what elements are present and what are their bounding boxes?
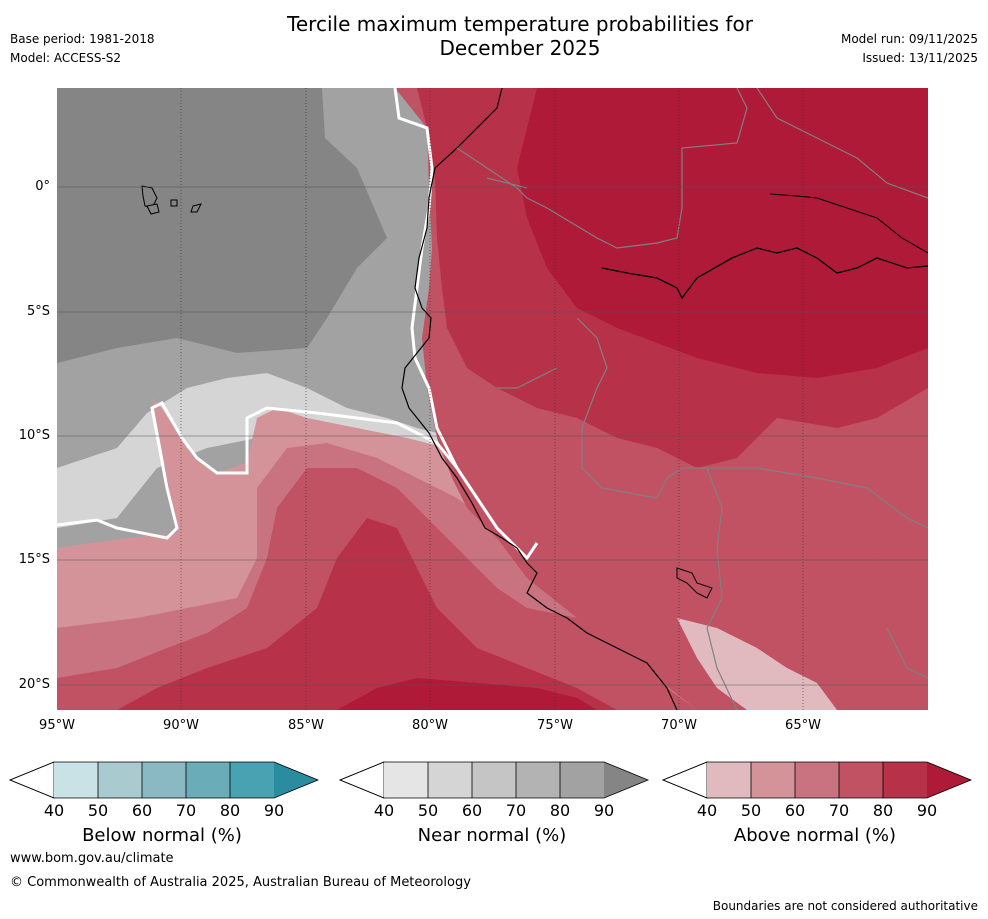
above-normal-upper-arrow	[927, 762, 971, 798]
near-tick-80: 80	[549, 801, 571, 820]
lon-label-65w: 65°W	[785, 718, 821, 733]
above-normal-swatch-4	[839, 762, 883, 798]
lon-label-95w: 95°W	[39, 718, 75, 733]
land-above-normal-east-region	[857, 468, 928, 710]
above-normal-label: Above normal (%)	[733, 825, 897, 846]
below-tick-40: 40	[43, 801, 65, 820]
issued-date: Issued: 13/11/2025	[862, 51, 978, 65]
above-tick-40: 40	[696, 801, 718, 820]
near-tick-70: 70	[505, 801, 527, 820]
national-borders	[456, 88, 928, 710]
probability-map	[57, 88, 928, 710]
below-normal-swatch-4	[186, 762, 230, 798]
lon-label-90w: 90°W	[163, 718, 199, 733]
near-normal-swatch-3	[472, 762, 516, 798]
page-title: Tercile maximum temperature probabilitie…	[170, 12, 870, 60]
below-normal-swatch-3	[142, 762, 186, 798]
below-tick-60: 60	[131, 801, 153, 820]
above-normal-swatch-5	[883, 762, 927, 798]
lat-label-15s: 15°S	[18, 552, 50, 567]
below-normal-lower-arrow	[8, 761, 55, 799]
below-normal-swatch-1	[54, 762, 98, 798]
near-normal-swatch-4	[516, 762, 560, 798]
copyright-notice: © Commonwealth of Australia 2025, Austra…	[10, 875, 471, 890]
title-line-1: Tercile maximum temperature probabilitie…	[287, 12, 753, 36]
title-line-2: December 2025	[439, 36, 601, 60]
galapagos-islands	[141, 185, 202, 215]
land-above-normal-90-region	[517, 88, 928, 378]
above-tick-80: 80	[872, 801, 894, 820]
lake-titicaca	[676, 567, 713, 599]
near-normal-colorbar	[338, 761, 650, 799]
near-normal-swatch-5	[560, 762, 604, 798]
below-normal-label: Below normal (%)	[82, 825, 242, 846]
probability-contour-line-south	[57, 401, 459, 540]
lon-label-80w: 80°W	[412, 718, 448, 733]
above-normal-colorbar	[661, 761, 973, 799]
near-tick-90: 90	[593, 801, 615, 820]
near-normal-swatch-2	[428, 762, 472, 798]
lat-label-5s: 5°S	[26, 304, 50, 319]
below-normal-upper-arrow	[274, 762, 318, 798]
website-link[interactable]: www.bom.gov.au/climate	[10, 851, 174, 866]
below-normal-swatch-2	[98, 762, 142, 798]
lat-label-0: 0°	[35, 179, 50, 194]
amazon-tributary	[769, 193, 928, 254]
below-tick-70: 70	[175, 801, 197, 820]
below-normal-swatch-5	[230, 762, 274, 798]
above-normal-lower-arrow	[661, 761, 708, 799]
near-tick-50: 50	[417, 801, 439, 820]
above-normal-swatch-2	[751, 762, 795, 798]
near-normal-label: Near normal (%)	[417, 825, 567, 846]
above-normal-swatch-1	[707, 762, 751, 798]
lon-label-85w: 85°W	[288, 718, 324, 733]
above-tick-90: 90	[916, 801, 938, 820]
below-tick-80: 80	[219, 801, 241, 820]
lon-label-70w: 70°W	[661, 718, 697, 733]
below-normal-colorbar	[8, 761, 320, 799]
base-period: Base period: 1981-2018	[10, 32, 155, 46]
near-normal-upper-arrow	[604, 762, 648, 798]
coastline	[401, 88, 678, 710]
boundary-disclaimer: Boundaries are not considered authoritat…	[712, 899, 978, 913]
above-tick-60: 60	[784, 801, 806, 820]
lat-label-10s: 10°S	[18, 428, 50, 443]
near-normal-lower-arrow	[338, 761, 385, 799]
above-normal-80-region	[117, 518, 617, 710]
below-tick-50: 50	[87, 801, 109, 820]
near-tick-60: 60	[461, 801, 483, 820]
above-tick-70: 70	[828, 801, 850, 820]
above-normal-swatch-3	[795, 762, 839, 798]
latitude-lines	[57, 186, 928, 686]
below-tick-90: 90	[263, 801, 285, 820]
lat-label-20s: 20°S	[18, 677, 50, 692]
near-normal-swatch-1	[384, 762, 428, 798]
near-normal-40-region	[57, 373, 537, 528]
amazon-river	[601, 247, 928, 300]
model-run: Model run: 09/11/2025	[840, 32, 978, 46]
lon-label-75w: 75°W	[537, 718, 573, 733]
probability-contour-line	[393, 88, 539, 561]
near-tick-40: 40	[373, 801, 395, 820]
above-tick-50: 50	[740, 801, 762, 820]
above-normal-90-region	[337, 678, 597, 710]
near-normal-90-region	[57, 88, 387, 363]
land-above-normal-40-region	[677, 618, 837, 710]
model-name: Model: ACCESS-S2	[10, 51, 122, 65]
